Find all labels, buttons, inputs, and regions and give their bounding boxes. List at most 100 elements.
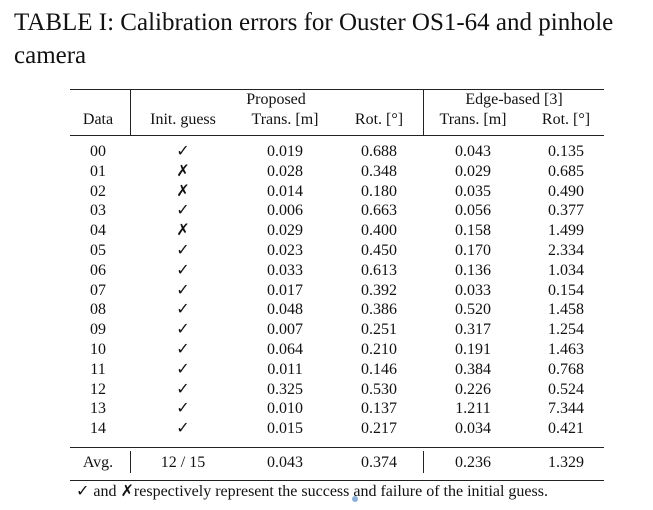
check-icon: ✓ — [176, 301, 190, 319]
col-divider-edge — [423, 89, 424, 135]
cell-proposed-rot: 0.613 — [361, 261, 397, 279]
cell-data: 02 — [90, 182, 106, 200]
col-divider-data — [130, 89, 131, 135]
footnote: ✓ and ✗respectively represent the succes… — [76, 482, 548, 502]
header-edge-based: Edge-based [3] — [465, 91, 563, 108]
cell-data: 00 — [90, 143, 106, 160]
cell-data: 05 — [90, 242, 106, 259]
cell-proposed-rot: 0.251 — [361, 321, 397, 339]
cell-edge-rot: 1.458 — [548, 301, 584, 319]
avg-label: Avg. — [82, 454, 114, 471]
check-icon: ✓ — [176, 202, 190, 220]
cell-proposed-trans: 0.011 — [267, 360, 303, 378]
cell-proposed-rot: 0.210 — [361, 341, 397, 358]
cell-proposed-rot: 0.386 — [361, 301, 397, 319]
cell-edge-trans: 0.029 — [455, 162, 491, 180]
cell-proposed-trans: 0.023 — [267, 242, 303, 259]
check-icon: ✓ — [176, 380, 190, 398]
cell-proposed-trans: 0.007 — [267, 321, 303, 339]
cell-proposed-trans: 0.010 — [267, 400, 303, 418]
cell-edge-rot: 0.524 — [548, 380, 584, 398]
cell-edge-trans: 0.043 — [455, 143, 491, 160]
avg-proposed-trans: 0.043 — [267, 454, 303, 471]
check-icon: ✓ — [176, 261, 190, 279]
cell-edge-trans: 0.170 — [455, 242, 491, 259]
cell-proposed-rot: 0.688 — [361, 143, 397, 160]
avg-divider-data — [130, 451, 131, 473]
cell-data: 14 — [90, 420, 106, 438]
cell-proposed-trans: 0.017 — [267, 281, 303, 299]
cell-data: 10 — [90, 341, 106, 358]
cell-edge-trans: 0.317 — [455, 321, 491, 339]
header-proposed-trans: Trans. [m] — [251, 111, 319, 128]
avg-edge-trans: 0.236 — [455, 454, 491, 471]
cell-edge-rot: 1.034 — [548, 261, 584, 279]
cell-proposed-rot: 0.392 — [361, 281, 397, 299]
cell-edge-trans: 0.384 — [455, 360, 491, 378]
cell-edge-rot: 0.490 — [548, 182, 584, 200]
cell-proposed-rot: 0.400 — [361, 222, 397, 240]
cell-edge-trans: 0.056 — [455, 202, 491, 220]
cell-data: 04 — [90, 222, 106, 240]
cell-edge-trans: 0.158 — [455, 222, 491, 240]
cell-data: 06 — [90, 261, 106, 279]
cell-edge-rot: 0.135 — [548, 143, 584, 160]
cell-edge-rot: 1.499 — [548, 222, 584, 240]
cell-proposed-rot: 0.530 — [361, 380, 397, 398]
avg-edge-rot: 1.329 — [548, 454, 584, 471]
cell-edge-rot: 0.377 — [548, 202, 584, 220]
cell-proposed-rot: 0.348 — [361, 162, 397, 180]
cross-icon: ✗ — [176, 182, 190, 200]
cell-data: 13 — [90, 400, 106, 418]
cell-proposed-trans: 0.019 — [267, 143, 303, 160]
cell-edge-rot: 0.685 — [548, 162, 584, 180]
cell-proposed-trans: 0.048 — [267, 301, 303, 319]
cell-edge-trans: 0.033 — [455, 281, 491, 299]
cell-edge-rot: 1.463 — [548, 341, 584, 358]
check-icon: ✓ — [176, 321, 190, 339]
check-icon: ✓ — [176, 360, 190, 378]
header-init-guess: Init. guess — [150, 111, 216, 128]
cell-data: 09 — [90, 321, 106, 339]
cell-proposed-trans: 0.033 — [267, 261, 303, 279]
header-edge-rot: Rot. [°] — [541, 111, 591, 128]
cell-edge-rot: 0.421 — [548, 420, 584, 438]
check-icon: ✓ — [176, 400, 190, 418]
check-icon: ✓ — [176, 420, 190, 438]
check-icon: ✓ — [176, 143, 190, 160]
cell-proposed-trans: 0.015 — [267, 420, 303, 438]
cell-proposed-rot: 0.146 — [361, 360, 397, 378]
cell-proposed-rot: 0.663 — [361, 202, 397, 220]
footnote-text: and ✗respectively represent the success … — [93, 483, 548, 500]
cell-data: 03 — [90, 202, 106, 220]
cell-proposed-rot: 0.180 — [361, 182, 397, 200]
cell-edge-rot: 2.334 — [548, 242, 584, 259]
cell-edge-rot: 7.344 — [548, 400, 584, 418]
table-caption: TABLE I: Calibration errors for Ouster O… — [14, 9, 614, 69]
cell-data: 07 — [90, 281, 106, 299]
cell-proposed-trans: 0.014 — [267, 182, 303, 200]
cell-data: 08 — [90, 301, 106, 319]
avg-proposed-rot: 0.374 — [361, 454, 397, 471]
cell-proposed-trans: 0.028 — [267, 162, 303, 180]
avg-init: 12 / 15 — [160, 454, 206, 471]
cell-proposed-trans: 0.006 — [267, 202, 303, 220]
check-icon: ✓ — [176, 341, 190, 358]
header-data: Data — [82, 111, 114, 128]
cell-edge-trans: 0.034 — [455, 420, 491, 438]
cross-icon: ✗ — [176, 162, 190, 180]
cell-data: 11 — [90, 360, 106, 378]
cursor-dot — [352, 496, 358, 502]
cell-edge-trans: 0.191 — [455, 341, 491, 358]
avg-divider-edge — [423, 451, 424, 473]
cell-proposed-trans: 0.325 — [267, 380, 303, 398]
cell-edge-trans: 0.226 — [455, 380, 491, 398]
cell-edge-trans: 0.035 — [455, 182, 491, 200]
cell-proposed-trans: 0.029 — [267, 222, 303, 240]
cell-proposed-rot: 0.217 — [361, 420, 397, 438]
cell-data: 12 — [90, 380, 106, 398]
check-icon: ✓ — [176, 242, 190, 259]
cell-edge-rot: 0.768 — [548, 360, 584, 378]
body-rule — [70, 447, 604, 448]
header-proposed-rot: Rot. [°] — [354, 111, 404, 128]
